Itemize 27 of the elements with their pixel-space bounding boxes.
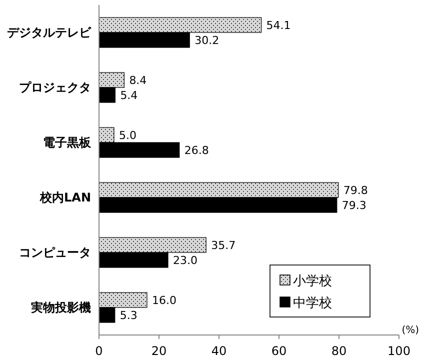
label: 26.8 [184,144,209,157]
category: 実物投影機 [31,300,91,314]
label: 5.0 [119,129,136,142]
xtick: 60 [271,344,287,358]
label: 8.4 [129,74,147,87]
category: 校内LAN [40,190,91,204]
xtick: 100 [388,344,410,358]
label: 35.7 [211,239,236,252]
label: 79.3 [342,199,366,212]
label: 79.8 [343,184,368,197]
xtick: 20 [151,344,167,358]
category: デジタルテレビ [7,26,91,40]
xtick: 0 [95,344,103,358]
label: 5.4 [120,89,138,102]
label: 16.0 [152,294,176,307]
xlabel: (%) [402,325,419,336]
label: 5.3 [120,309,138,322]
xtick: 40 [211,344,227,358]
label: 23.0 [173,254,198,267]
legend-label: 中学校 [293,296,332,311]
label: 30.2 [194,34,220,47]
category: プロジェクタ [19,80,91,94]
category: コンピュータ [19,246,91,260]
xtick: 80 [331,344,347,358]
label: 54.1 [266,19,291,32]
category: 電子黒板 [43,136,91,150]
legend-label: 小学校 [293,274,332,289]
